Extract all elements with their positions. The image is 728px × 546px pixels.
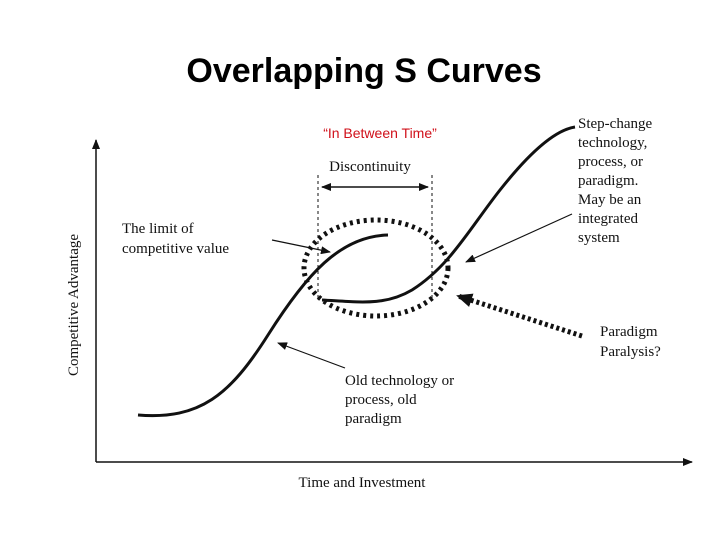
x-axis-label: Time and Investment	[299, 475, 427, 491]
new-curve	[321, 125, 576, 304]
step-change-label: technology,	[578, 135, 647, 151]
labels: The limit of competitive value Step-change…	[122, 116, 661, 427]
old-label: process, old	[345, 392, 417, 408]
old-label: Old technology or	[345, 373, 454, 389]
step-change-label: process, or	[578, 154, 643, 170]
annotation: “In Between Time”	[323, 125, 437, 141]
discontinuity-lines	[317, 175, 433, 300]
old-curve	[137, 233, 389, 418]
old-label: paradigm	[345, 411, 402, 427]
old-arrow	[277, 342, 346, 369]
step-change-arrow	[465, 213, 573, 263]
title: Overlapping S Curves	[186, 52, 541, 90]
axes	[92, 139, 693, 466]
paralysis-arrow	[456, 293, 583, 339]
in-between-ellipse	[301, 217, 451, 319]
limit-arrow	[271, 239, 331, 255]
y-axis-label: Competitive Advantage	[66, 234, 82, 376]
step-change-label: May be an	[578, 192, 642, 208]
step-change-label: integrated	[578, 211, 638, 227]
paralysis-label: Paradigm	[600, 324, 658, 340]
step-change-label: paradigm.	[578, 173, 638, 189]
paralysis-label: Paralysis?	[600, 344, 661, 360]
step-change-label: system	[578, 230, 620, 246]
discontinuity-label: Discontinuity	[329, 159, 411, 175]
limit-label: The limit of	[122, 221, 194, 237]
step-change-label: Step-change	[578, 116, 652, 132]
limit-label: competitive value	[122, 241, 229, 257]
